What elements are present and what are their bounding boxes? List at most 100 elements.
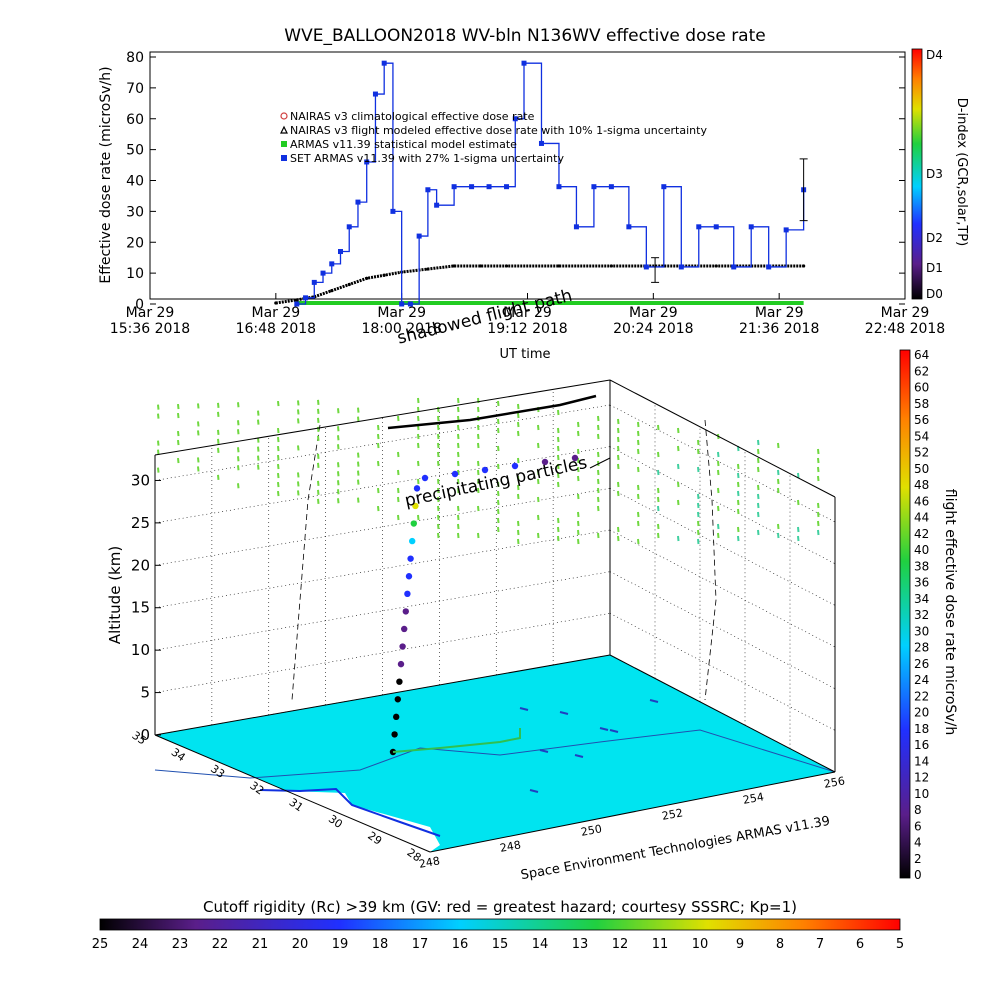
dose-tick-label: 64	[914, 348, 929, 362]
dose-stick	[357, 461, 360, 467]
map-features	[519, 699, 659, 793]
dose-tick-label: 36	[914, 576, 929, 590]
dose-stick	[737, 499, 740, 506]
cube-edge	[154, 654, 611, 736]
dindex-tick-label: D1	[926, 261, 943, 275]
dose-tick-label: 4	[914, 836, 922, 850]
dose-stick	[517, 412, 520, 419]
armas-point	[372, 91, 378, 97]
rc-tick-label: 10	[692, 937, 709, 952]
dose-stick	[437, 451, 440, 458]
dose-stick	[797, 499, 800, 506]
flight-point	[541, 458, 549, 466]
dose-stick	[437, 442, 440, 449]
armas-point	[608, 184, 614, 190]
dose-stick	[697, 520, 700, 527]
altitude-gridline	[154, 446, 611, 524]
flight-point	[407, 555, 414, 562]
dose-stick	[817, 502, 820, 509]
dose-stick	[597, 496, 600, 503]
legend-marker	[281, 141, 287, 147]
dose-stick	[637, 484, 640, 491]
dose-stick	[557, 409, 560, 416]
dose-stick	[457, 442, 460, 449]
dose-stick	[517, 529, 520, 536]
dose-stick	[317, 489, 320, 495]
dose-colorbar-ticks: 0246810121416182022242628303234363840424…	[914, 348, 929, 882]
dose-stick	[357, 416, 360, 422]
dose-stick	[717, 505, 720, 512]
dose-tick-label: 50	[914, 462, 929, 476]
dose-stick	[757, 457, 760, 464]
altitude-gridline	[154, 404, 611, 481]
rc-tick-label: 5	[896, 937, 904, 952]
dose-stick	[777, 523, 780, 530]
dose-stick	[617, 418, 620, 425]
rc-colorbar-label: Cutoff rigidity (Rc) >39 km (GV: red = g…	[203, 898, 797, 916]
altitude-tick-label: 30	[131, 471, 150, 489]
dose-stick	[437, 424, 440, 431]
dose-stick	[637, 466, 640, 473]
dose-stick	[537, 496, 540, 503]
armas-series-line	[296, 62, 805, 305]
flight-point	[399, 643, 406, 650]
dose-stick	[657, 505, 660, 512]
dose-tick-label: 0	[914, 868, 922, 882]
dindex-colorbar	[911, 48, 923, 300]
dose-stick	[197, 466, 200, 472]
armas-point	[407, 301, 413, 307]
dose-tick-label: 62	[914, 364, 929, 378]
dose-stick	[797, 472, 800, 479]
dose-stick	[677, 427, 680, 434]
dose-stick	[817, 466, 820, 473]
dose-stick	[337, 489, 340, 495]
dose-stick	[757, 439, 760, 446]
x-tick-date: Mar 29	[881, 305, 930, 321]
armas-point	[303, 295, 309, 301]
dose-stick	[397, 469, 400, 476]
dose-stick	[177, 457, 180, 464]
x-tick-date: Mar 29	[377, 305, 426, 321]
nairas-point	[382, 273, 386, 277]
dose-stick	[597, 478, 600, 485]
rc-tick-label: 15	[492, 937, 509, 952]
y-tick-label: 60	[126, 112, 144, 128]
dose-stick	[817, 448, 820, 455]
y-tick-label: 80	[126, 50, 144, 66]
dose-stick	[537, 532, 540, 539]
longitude-tick-labels: 248 248 250 252 254 256	[418, 774, 846, 870]
longitude-tick-label: 248	[418, 854, 441, 870]
dose-stick	[257, 455, 260, 461]
nairas-point	[274, 301, 278, 305]
rc-colorbar	[99, 918, 901, 931]
dose-stick	[617, 445, 620, 452]
dose-stick	[617, 481, 620, 488]
dose-stick	[417, 415, 420, 422]
dose-stick	[657, 424, 660, 431]
dose-stick	[277, 454, 280, 461]
dose-stick	[217, 402, 220, 408]
y-tick-label: 30	[126, 204, 144, 220]
x-tick-time: 22:48 2018	[865, 321, 945, 337]
dose-stick	[177, 403, 180, 410]
dose-stick	[237, 483, 240, 489]
armas-point	[626, 224, 632, 230]
dose-stick	[457, 451, 460, 458]
dose-stick	[637, 439, 640, 446]
dose-stick	[537, 514, 540, 521]
nairas-point	[714, 264, 718, 268]
altitude-gridline	[609, 571, 836, 689]
rc-tick-label: 9	[736, 937, 744, 952]
dose-stick	[717, 451, 720, 458]
dose-stick	[337, 471, 340, 477]
dose-stick	[477, 505, 480, 512]
cube-edge	[609, 654, 836, 773]
flight-point	[402, 608, 409, 615]
legend-label: NAIRAS v3 climatological effective dose …	[290, 110, 535, 123]
dose-stick	[777, 532, 780, 539]
legend-label: SET ARMAS v11.39 with 27% 1-sigma uncert…	[290, 152, 564, 165]
rc-tick-label: 21	[252, 937, 269, 952]
dose-stick	[617, 490, 620, 497]
cube-edge	[154, 379, 611, 456]
dose-stick	[357, 452, 360, 458]
